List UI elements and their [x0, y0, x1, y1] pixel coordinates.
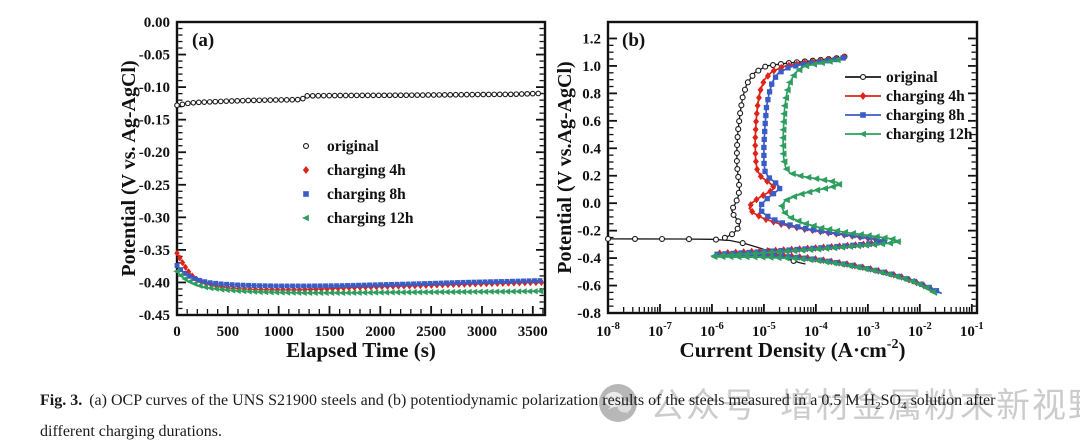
svg-text:0: 0: [173, 324, 181, 340]
chart-a-series-charging-12h: [173, 268, 544, 297]
figure-panels: 0.00-0.05-0.10-0.15-0.20-0.25-0.30-0.35-…: [118, 15, 984, 362]
svg-text:0.6: 0.6: [582, 114, 601, 130]
svg-text:charging 4h: charging 4h: [327, 162, 406, 179]
svg-text:0.8: 0.8: [582, 86, 601, 102]
svg-text:3500: 3500: [518, 324, 548, 340]
chart-a-axes: 0.00 -0.05 -0.10 -0.15 -0.20 -0.25 -0.30 -0.35 -…: [139, 15, 548, 340]
svg-text:-0.30: -0.30: [139, 210, 170, 226]
figure-caption: Fig. 3. (a) OCP curves of the UNS S21900 …: [40, 388, 1048, 445]
svg-text:original: original: [327, 138, 379, 155]
svg-text:(b): (b): [622, 30, 645, 51]
svg-text:2000: 2000: [365, 324, 395, 340]
svg-text:-0.25: -0.25: [139, 178, 170, 194]
chart-b: 1.21.00.80.60.40.20.0-0.2-0.4-0.6-0.810-…: [554, 20, 984, 362]
chart-a-series-charging-8h: [174, 263, 544, 289]
caption-sub-1: 2: [875, 400, 881, 413]
svg-text:(a): (a): [192, 30, 214, 51]
svg-text:-0.15: -0.15: [139, 113, 170, 129]
svg-text:original: original: [886, 69, 938, 86]
svg-text:Potential (V vs. Ag-AgCl): Potential (V vs. Ag-AgCl): [118, 60, 140, 276]
svg-text:charging 12h: charging 12h: [327, 210, 414, 227]
svg-text:-0.4: -0.4: [577, 251, 601, 267]
watermark-text-2: 增材金属粉末新视野: [780, 386, 1080, 426]
svg-text:10-8: 10-8: [596, 321, 620, 340]
chart-b-legend: original charging 4h charging 8h charging 1…: [845, 69, 973, 143]
svg-text:Current Density (A·cm-2): Current Density (A·cm-2): [680, 337, 906, 362]
svg-text:Elapsed Time (s): Elapsed Time (s): [286, 338, 436, 362]
caption-text-2: SO: [880, 392, 902, 409]
svg-text:10-2: 10-2: [908, 321, 932, 340]
chart-b-series-original: [604, 53, 848, 265]
svg-text:-0.20: -0.20: [139, 145, 170, 161]
svg-text:charging 4h: charging 4h: [886, 88, 965, 105]
svg-text:1.0: 1.0: [582, 59, 601, 75]
svg-text:-0.05: -0.05: [139, 48, 170, 64]
svg-text:1500: 1500: [314, 324, 344, 340]
svg-text:-0.35: -0.35: [139, 243, 170, 259]
svg-text:-0.2: -0.2: [577, 224, 601, 240]
svg-text:10-1: 10-1: [960, 321, 984, 340]
caption-sub-2: 4: [901, 400, 907, 413]
caption-text-1: (a) OCP curves of the UNS S21900 steels …: [89, 392, 876, 409]
caption-label: Fig. 3.: [40, 392, 83, 409]
svg-text:0.2: 0.2: [582, 169, 601, 185]
svg-text:charging 8h: charging 8h: [327, 186, 406, 203]
watermark-text-1: 公众号: [650, 386, 758, 426]
svg-text:-0.6: -0.6: [577, 279, 601, 295]
svg-text:10-7: 10-7: [648, 321, 672, 340]
svg-text:-0.45: -0.45: [139, 308, 170, 324]
svg-text:charging 12h: charging 12h: [886, 126, 973, 143]
svg-text:10-3: 10-3: [856, 321, 880, 340]
watermark: 公众号 增材金属粉末新视野: [598, 378, 1080, 427]
chart-a-series-original: [174, 90, 544, 109]
svg-text:10-5: 10-5: [752, 321, 776, 340]
svg-text:2500: 2500: [416, 324, 446, 340]
svg-text:-0.40: -0.40: [139, 275, 170, 291]
caption-text-3: solution after different charging durati…: [40, 392, 996, 441]
chart-a: 0.00 -0.05 -0.10 -0.15 -0.20 -0.25 -0.30 -0.35 -…: [118, 15, 548, 362]
svg-text:Potential (V vs.Ag-AgCl): Potential (V vs.Ag-AgCl): [554, 61, 576, 273]
svg-text:500: 500: [217, 324, 240, 340]
chart-a-legend: original charging 4h charging 8h charging 1…: [302, 138, 414, 227]
svg-text:10-6: 10-6: [700, 321, 724, 340]
svg-text:charging 8h: charging 8h: [886, 107, 965, 124]
svg-text:3000: 3000: [467, 324, 497, 340]
chart-b-series-charging-12h: [710, 56, 938, 296]
svg-text:-0.10: -0.10: [139, 80, 170, 96]
svg-text:0.0: 0.0: [582, 196, 601, 212]
svg-text:10-4: 10-4: [804, 321, 828, 340]
svg-text:1000: 1000: [264, 324, 294, 340]
wechat-logo-icon: [599, 383, 637, 422]
svg-text:-0.8: -0.8: [577, 306, 601, 322]
svg-text:0.4: 0.4: [582, 141, 601, 157]
svg-text:0.00: 0.00: [144, 15, 170, 31]
chart-b-axes: 1.21.00.80.60.40.20.0-0.2-0.4-0.6-0.810-…: [577, 31, 983, 340]
svg-text:1.2: 1.2: [582, 31, 601, 47]
